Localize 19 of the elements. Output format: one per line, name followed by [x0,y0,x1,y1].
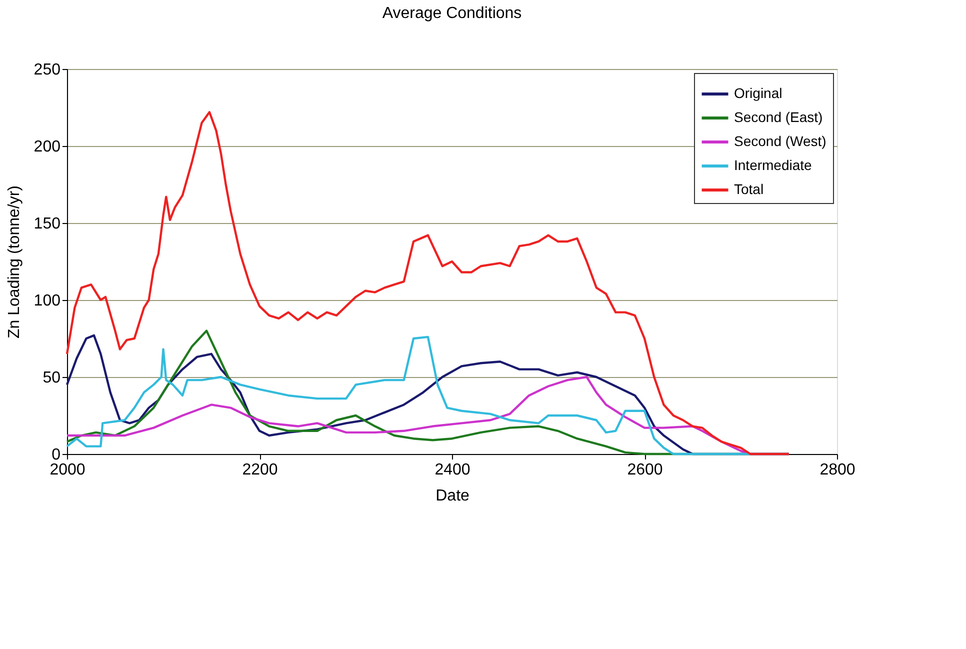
x-tick-label: 2600 [627,462,663,478]
legend-label: Original [734,85,782,101]
y-tick-label: 100 [34,292,61,310]
x-tick-label: 2000 [50,462,86,478]
y-tick-label: 50 [42,370,61,386]
chart-title: Average Conditions [382,5,522,22]
x-tick-label: 2400 [434,462,470,478]
y-tick-label: 0 [52,446,61,464]
legend-label: Second (West) [734,133,826,149]
legend-label: Total [734,181,764,197]
x-tick-label: 2800 [820,462,856,478]
y-tick-label: 150 [34,216,61,232]
x-axis-title: Date [436,488,470,504]
x-tick-label: 2200 [242,462,278,478]
y-tick-label: 200 [34,138,61,156]
legend-label: Second (East) [734,109,823,125]
legend-label: Intermediate [734,157,812,173]
y-tick-label: 250 [34,62,61,78]
y-axis-title: Zn Loading (tonne/yr) [6,186,23,338]
